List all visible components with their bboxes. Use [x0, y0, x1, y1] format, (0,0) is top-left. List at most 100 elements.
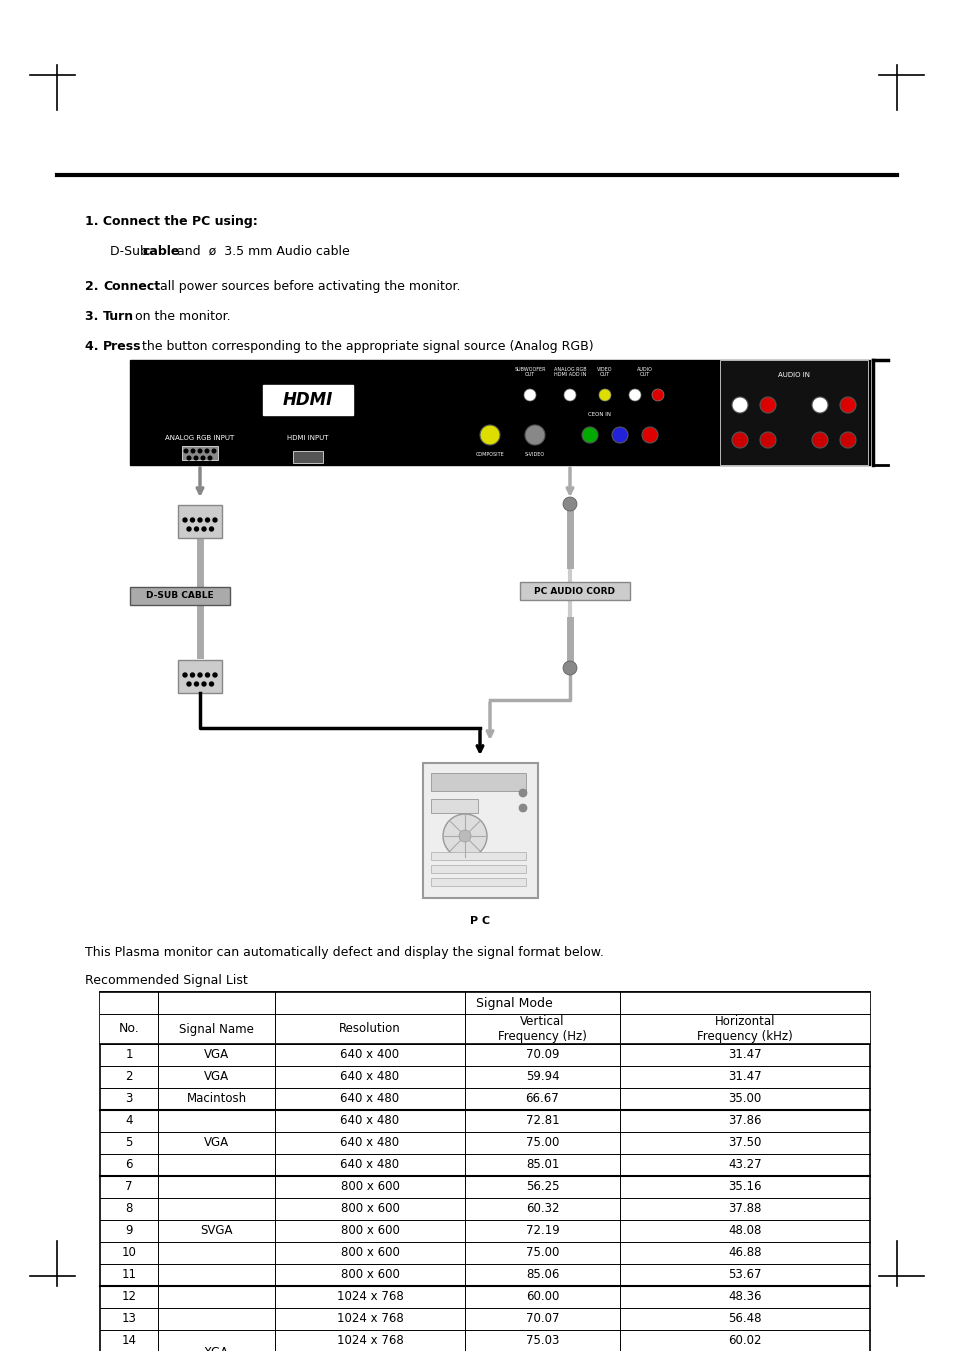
Bar	[431, 798, 477, 813]
Text: 75.00: 75.00	[525, 1247, 558, 1259]
Text: XGA: XGA	[204, 1346, 229, 1351]
Circle shape	[202, 527, 206, 531]
Circle shape	[184, 449, 188, 453]
Text: D-Sub: D-Sub	[110, 245, 152, 258]
Text: 1024 x 768: 1024 x 768	[336, 1335, 403, 1347]
Text: Press: Press	[103, 340, 141, 353]
Text: 72.19: 72.19	[525, 1224, 558, 1238]
Text: 11: 11	[121, 1269, 136, 1282]
Text: all power sources before activating the monitor.: all power sources before activating the …	[156, 280, 460, 293]
Text: D-SUB CABLE: D-SUB CABLE	[146, 590, 213, 600]
Text: VGA: VGA	[204, 1070, 229, 1084]
Text: VIDEO
OUT: VIDEO OUT	[597, 366, 612, 377]
Text: 640 x 480: 640 x 480	[340, 1070, 399, 1084]
Bar	[293, 451, 323, 463]
Circle shape	[210, 527, 213, 531]
Text: Connect: Connect	[103, 280, 160, 293]
Circle shape	[208, 457, 212, 459]
Text: PC AUDIO CORD: PC AUDIO CORD	[534, 586, 615, 596]
Text: 800 x 600: 800 x 600	[340, 1269, 399, 1282]
Circle shape	[198, 517, 202, 521]
Circle shape	[205, 517, 210, 521]
Circle shape	[442, 815, 486, 858]
Text: 56.48: 56.48	[727, 1313, 760, 1325]
Text: 800 x 600: 800 x 600	[340, 1202, 399, 1216]
Text: 31.47: 31.47	[727, 1048, 761, 1062]
Circle shape	[628, 389, 640, 401]
Text: 6: 6	[125, 1159, 132, 1171]
Text: S-VIDEO: S-VIDEO	[524, 453, 544, 458]
Circle shape	[194, 527, 198, 531]
Text: 9: 9	[125, 1224, 132, 1238]
Bar	[720, 359, 867, 465]
Bar	[431, 878, 525, 886]
Circle shape	[191, 449, 194, 453]
Text: 35.16: 35.16	[727, 1181, 760, 1193]
Circle shape	[183, 517, 187, 521]
Circle shape	[524, 426, 544, 444]
Text: 70.07: 70.07	[525, 1313, 558, 1325]
Text: Macintosh: Macintosh	[186, 1093, 246, 1105]
Circle shape	[213, 673, 216, 677]
Text: 56.25: 56.25	[525, 1181, 558, 1193]
Circle shape	[198, 449, 202, 453]
Circle shape	[581, 427, 598, 443]
Circle shape	[458, 830, 471, 842]
Circle shape	[212, 449, 215, 453]
Text: the button corresponding to the appropriate signal source (Analog RGB): the button corresponding to the appropri…	[138, 340, 593, 353]
Text: 48.36: 48.36	[727, 1290, 760, 1304]
Text: AUDIO
OUT: AUDIO OUT	[637, 366, 652, 377]
Text: 60.02: 60.02	[727, 1335, 760, 1347]
Text: Horizontal
Frequency (kHz): Horizontal Frequency (kHz)	[697, 1015, 792, 1043]
Circle shape	[562, 661, 577, 676]
Text: COMPOSITE: COMPOSITE	[476, 453, 504, 458]
Text: 85.06: 85.06	[525, 1269, 558, 1282]
Circle shape	[187, 457, 191, 459]
Bar	[431, 773, 525, 790]
Text: 2: 2	[125, 1070, 132, 1084]
Circle shape	[731, 397, 747, 413]
Bar	[431, 852, 525, 861]
Circle shape	[518, 804, 526, 812]
Circle shape	[563, 389, 576, 401]
Text: 53.67: 53.67	[727, 1269, 760, 1282]
Circle shape	[187, 527, 191, 531]
Circle shape	[479, 426, 499, 444]
Text: 2.: 2.	[85, 280, 103, 293]
Circle shape	[198, 673, 202, 677]
Bar	[100, 992, 869, 1351]
Text: Recommended Signal List: Recommended Signal List	[85, 974, 248, 988]
Text: 14: 14	[121, 1335, 136, 1347]
Text: 4.: 4.	[85, 340, 103, 353]
Circle shape	[811, 432, 827, 449]
Text: 13: 13	[121, 1313, 136, 1325]
Circle shape	[731, 432, 747, 449]
Text: 37.88: 37.88	[727, 1202, 760, 1216]
Circle shape	[205, 449, 209, 453]
Text: 1: 1	[125, 1048, 132, 1062]
Bar	[130, 359, 869, 465]
Text: 72.81: 72.81	[525, 1115, 558, 1128]
Circle shape	[651, 389, 663, 401]
Text: ANALOG RGB INPUT: ANALOG RGB INPUT	[165, 435, 234, 440]
Text: 640 x 480: 640 x 480	[340, 1093, 399, 1105]
Text: ANALOG RGB
HDMI ADD IN: ANALOG RGB HDMI ADD IN	[553, 366, 586, 377]
Circle shape	[210, 682, 213, 686]
Circle shape	[183, 673, 187, 677]
Text: 1024 x 768: 1024 x 768	[336, 1290, 403, 1304]
Circle shape	[840, 432, 855, 449]
Text: AUDIO IN: AUDIO IN	[778, 372, 809, 378]
Text: 1. Connect the PC using:: 1. Connect the PC using:	[85, 215, 257, 228]
Text: cable: cable	[143, 245, 180, 258]
Text: 75.00: 75.00	[525, 1136, 558, 1150]
Text: 75.03: 75.03	[525, 1335, 558, 1347]
Text: HDMI INPUT: HDMI INPUT	[287, 435, 329, 440]
Bar	[431, 865, 525, 873]
Bar	[178, 661, 222, 693]
Bar	[263, 385, 353, 415]
Text: Resolution: Resolution	[338, 1023, 400, 1035]
Text: 640 x 480: 640 x 480	[340, 1159, 399, 1171]
Text: 66.67: 66.67	[525, 1093, 558, 1105]
Text: 640 x 480: 640 x 480	[340, 1115, 399, 1128]
Text: 37.50: 37.50	[727, 1136, 760, 1150]
